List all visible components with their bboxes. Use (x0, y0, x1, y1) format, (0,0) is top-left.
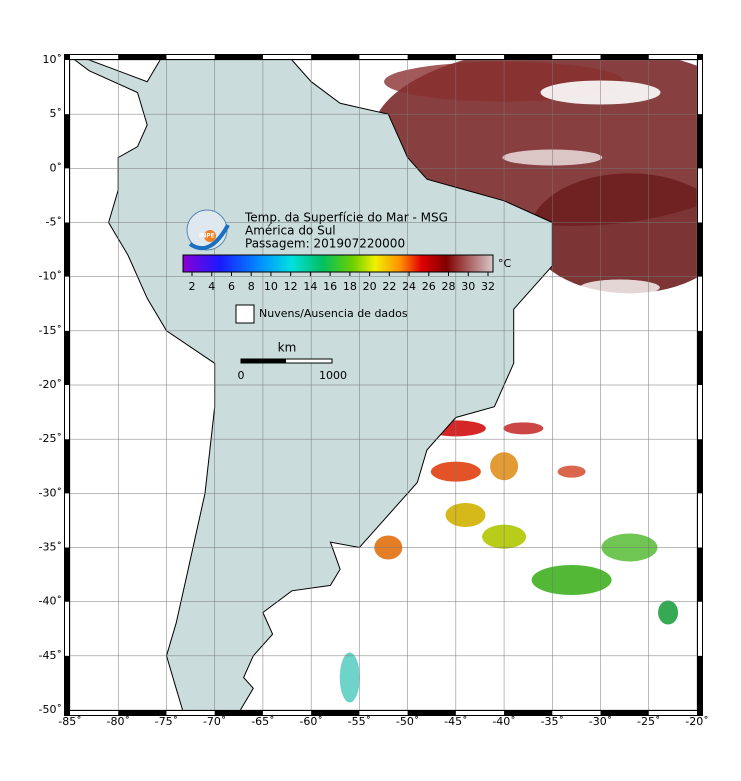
lon-label: -65˚ (251, 715, 274, 728)
lat-label: -40˚ (39, 595, 62, 608)
colorbar-label: 8 (248, 280, 255, 293)
colorbar-label: 30 (461, 280, 475, 293)
logo-text: INPE (199, 233, 215, 240)
colorbar-label: 12 (284, 280, 298, 293)
scale-start: 0 (238, 369, 245, 382)
scale-unit: km (278, 341, 297, 355)
lon-label: -35˚ (541, 715, 564, 728)
lon-label: -45˚ (444, 715, 467, 728)
sst-patch (339, 652, 360, 703)
legend-region: América do Sul (245, 224, 336, 238)
colorbar (182, 254, 494, 273)
clouds-swatch (235, 304, 255, 324)
lon-label: -50˚ (396, 715, 419, 728)
legend-pass: Passagem: 201907220000 (245, 237, 405, 251)
colorbar-label: 16 (323, 280, 337, 293)
logo-arc (188, 224, 230, 251)
lat-label: -35˚ (39, 541, 62, 554)
lon-label: -25˚ (637, 715, 660, 728)
colorbar-label: 20 (363, 280, 377, 293)
lat-label: -30˚ (39, 486, 62, 499)
lat-label: -10˚ (39, 270, 62, 283)
lat-label: -5˚ (46, 216, 62, 229)
sst-patch (557, 465, 586, 478)
lon-label: -55˚ (348, 715, 371, 728)
colorbar-label: 22 (382, 280, 396, 293)
lat-label: -50˚ (39, 703, 62, 716)
lat-label: 5˚ (50, 107, 63, 120)
lat-label: -45˚ (39, 649, 62, 662)
logo-sun (204, 230, 216, 242)
colorbar-label: 6 (228, 280, 235, 293)
lat-label: 10˚ (43, 53, 63, 66)
sst-patch (445, 503, 486, 527)
colorbar-label: 26 (422, 280, 436, 293)
colorbar-label: 14 (303, 280, 317, 293)
sst-patch (579, 279, 660, 296)
lat-label: -20˚ (39, 378, 62, 391)
sst-patch (658, 600, 679, 625)
lon-label: -30˚ (589, 715, 612, 728)
lat-label: -15˚ (39, 324, 62, 337)
colorbar-label: 18 (343, 280, 357, 293)
scale-bar-fill (241, 359, 286, 363)
colorbar-label: 32 (481, 280, 495, 293)
lat-label: 0˚ (50, 161, 63, 174)
lon-label: -20˚ (685, 715, 708, 728)
colorbar-label: 24 (402, 280, 416, 293)
sst-patch (531, 565, 612, 595)
clouds-label: Nuvens/Ausencia de dados (259, 307, 408, 320)
colorbar-label: 10 (264, 280, 278, 293)
lon-label: -70˚ (203, 715, 226, 728)
sst-patch (503, 422, 544, 435)
lon-label: -60˚ (299, 715, 322, 728)
scale-end: 1000 (319, 369, 347, 382)
legend-title: Temp. da Superfície do Mar - MSG (244, 211, 448, 225)
colorbar-label: 4 (208, 280, 215, 293)
colorbar-unit: °C (498, 257, 512, 270)
sst-patch (529, 173, 697, 294)
lon-label: -80˚ (106, 715, 129, 728)
lon-label: -75˚ (155, 715, 178, 728)
lon-label: -85˚ (58, 715, 81, 728)
lon-label: -40˚ (492, 715, 515, 728)
lat-label: -25˚ (39, 432, 62, 445)
colorbar-label: 28 (442, 280, 456, 293)
colorbar-label: 2 (189, 280, 196, 293)
